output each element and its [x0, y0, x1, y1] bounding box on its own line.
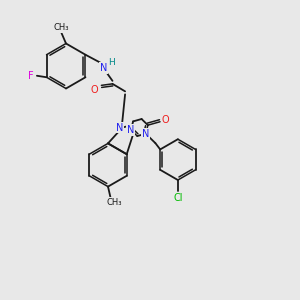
Text: F: F	[28, 71, 34, 81]
Text: N: N	[127, 125, 135, 135]
Text: N: N	[116, 122, 124, 133]
Text: CH₃: CH₃	[54, 23, 69, 32]
Text: O: O	[161, 115, 169, 125]
Text: CH₃: CH₃	[106, 198, 122, 207]
Text: N: N	[142, 129, 149, 139]
Text: Cl: Cl	[173, 193, 183, 203]
Text: O: O	[91, 85, 98, 95]
Text: H: H	[109, 58, 115, 68]
Text: N: N	[100, 63, 107, 73]
